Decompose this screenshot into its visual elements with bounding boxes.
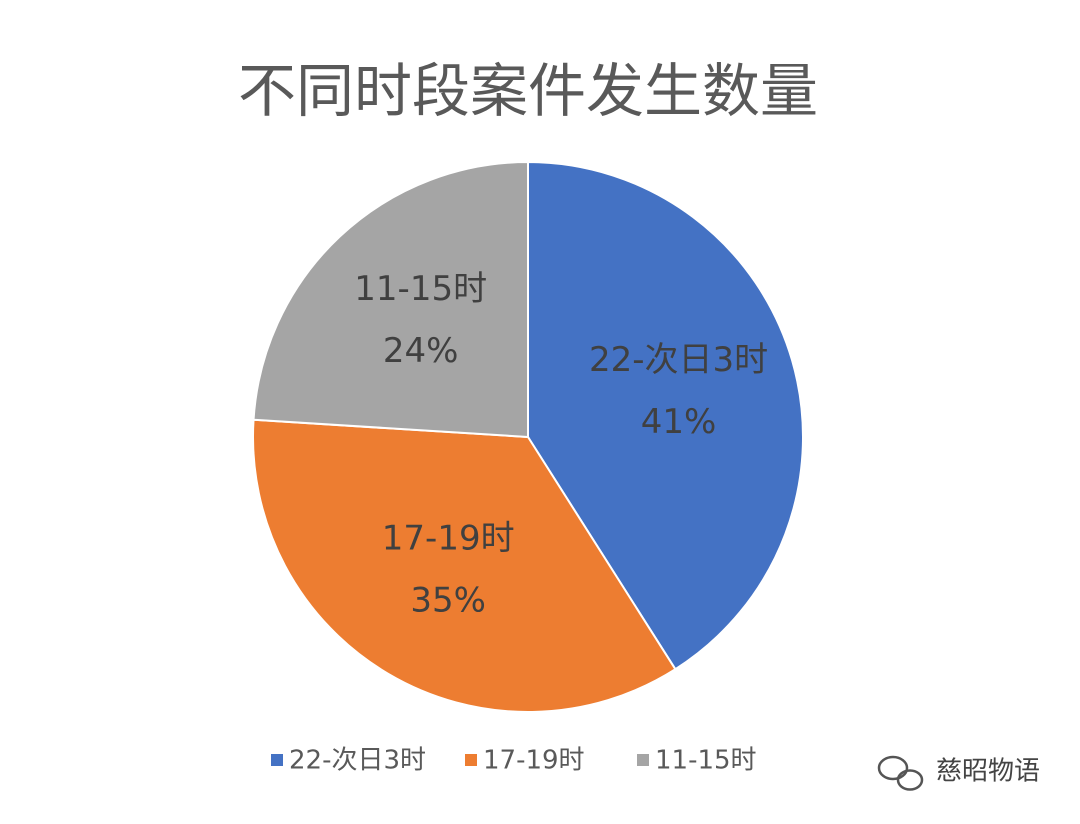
- data-label-value: 41%: [641, 402, 717, 442]
- legend: 22-次日3时 17-19时 11-15时: [271, 746, 757, 776]
- data-label-category: 11-15时: [354, 269, 487, 309]
- legend-label: 11-15时: [655, 746, 757, 776]
- wechat-icon: [877, 755, 924, 791]
- data-label-value: 24%: [383, 331, 459, 371]
- data-label-value: 35%: [410, 580, 486, 620]
- data-label-category: 17-19时: [382, 518, 515, 558]
- legend-marker: [465, 754, 477, 766]
- legend-label: 17-19时: [483, 746, 585, 776]
- data-label-category: 22-次日3时: [589, 340, 768, 380]
- chart-title: 不同时段案件发生数量: [238, 57, 818, 125]
- pie-slice: [252, 418, 677, 713]
- legend-label: 22-次日3时: [289, 746, 426, 776]
- pie-slice: [527, 160, 804, 671]
- watermark: 慈昭物语: [936, 757, 1040, 787]
- legend-marker: [637, 754, 649, 766]
- legend-marker: [271, 754, 283, 766]
- pie-slice: [252, 160, 529, 439]
